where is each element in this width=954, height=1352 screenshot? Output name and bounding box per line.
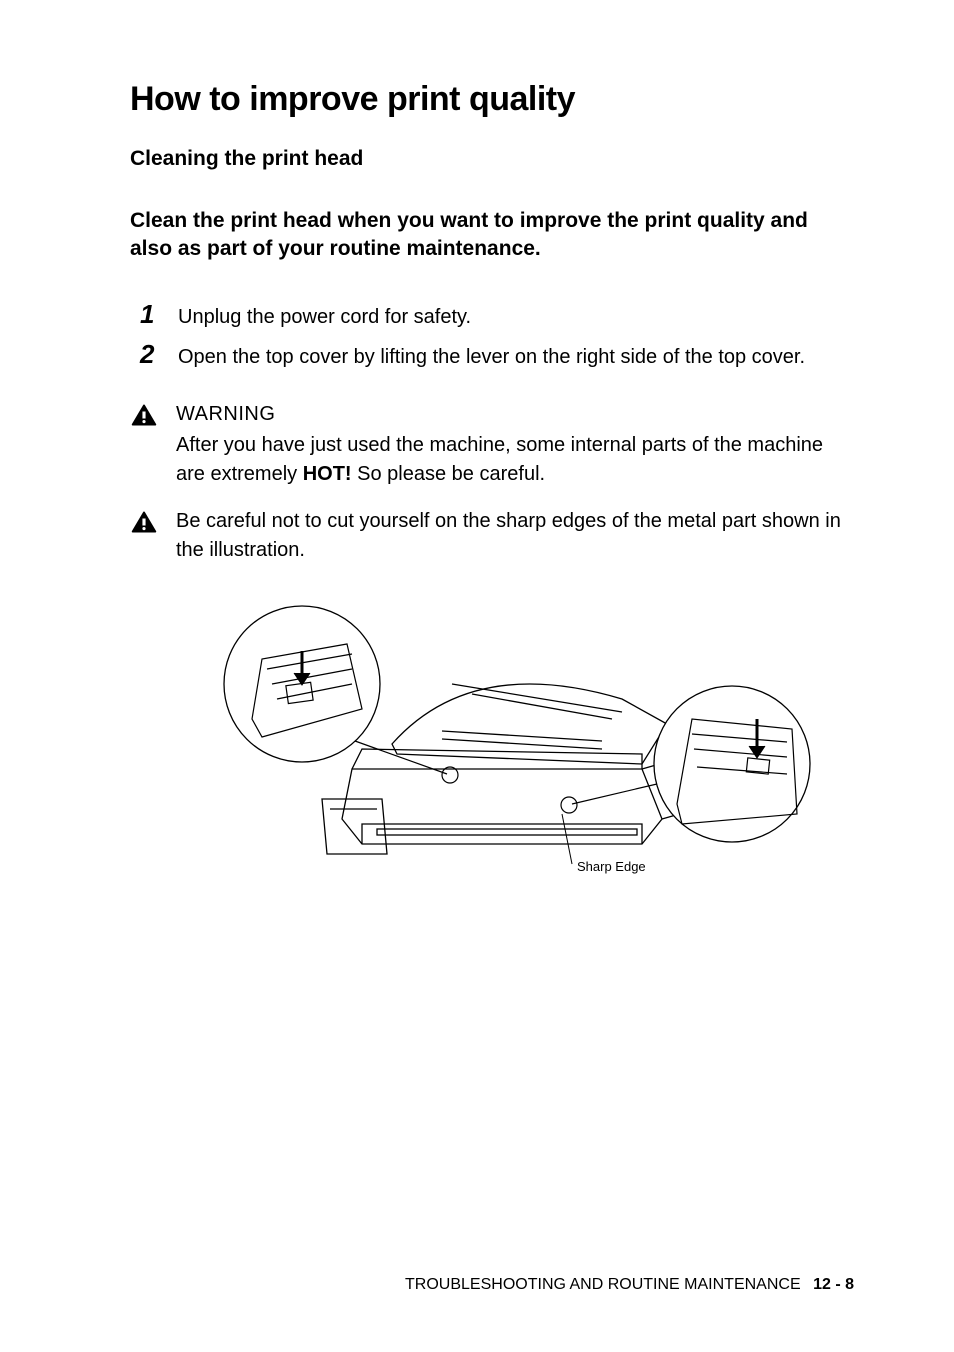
- step-list: 1 Unplug the power cord for safety. 2 Op…: [140, 300, 854, 372]
- warning-content: WARNING After you have just used the mac…: [168, 400, 854, 489]
- document-page: How to improve print quality Cleaning th…: [0, 0, 954, 894]
- footer-section-label: TROUBLESHOOTING AND ROUTINE MAINTENANCE: [405, 1276, 801, 1293]
- warning-text-post: So please be careful.: [352, 463, 545, 485]
- list-item: 2 Open the top cover by lifting the leve…: [140, 340, 854, 372]
- warning-text-bold: HOT!: [303, 463, 352, 485]
- list-item: 1 Unplug the power cord for safety.: [140, 300, 854, 332]
- warning-heading: WARNING: [176, 400, 854, 429]
- warning-text-pre: Be careful not to cut yourself on the sh…: [176, 510, 841, 561]
- section-subtitle: Cleaning the print head: [130, 147, 854, 171]
- printer-illustration: Sharp Edge: [130, 589, 854, 894]
- intro-paragraph: Clean the print head when you want to im…: [130, 207, 854, 264]
- step-text: Open the top cover by lifting the lever …: [178, 340, 805, 372]
- footer-page-number: 12 - 8: [813, 1276, 854, 1293]
- warning-content: Be careful not to cut yourself on the sh…: [168, 507, 854, 565]
- page-title: How to improve print quality: [130, 80, 854, 119]
- warning-triangle-icon: [130, 507, 168, 540]
- step-number: 2: [140, 340, 178, 369]
- warning-block: WARNING After you have just used the mac…: [130, 400, 854, 489]
- warning-triangle-icon: [130, 400, 168, 433]
- step-number: 1: [140, 300, 178, 329]
- page-footer: TROUBLESHOOTING AND ROUTINE MAINTENANCE …: [405, 1276, 854, 1294]
- warning-block: Be careful not to cut yourself on the sh…: [130, 507, 854, 565]
- step-text: Unplug the power cord for safety.: [178, 300, 471, 332]
- illustration-label: Sharp Edge: [577, 859, 646, 874]
